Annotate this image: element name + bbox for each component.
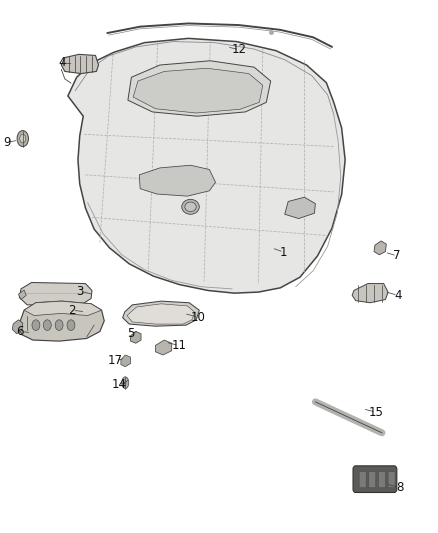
Text: 12: 12: [232, 43, 247, 56]
Ellipse shape: [43, 320, 51, 330]
Text: 3: 3: [77, 285, 84, 297]
Polygon shape: [18, 301, 104, 341]
Text: 17: 17: [108, 354, 123, 367]
FancyBboxPatch shape: [359, 472, 366, 488]
Text: 1: 1: [280, 246, 288, 259]
Polygon shape: [12, 320, 23, 334]
Polygon shape: [352, 284, 388, 303]
Text: 6: 6: [16, 325, 24, 338]
Ellipse shape: [122, 377, 129, 389]
Ellipse shape: [182, 199, 199, 214]
Text: 14: 14: [112, 378, 127, 391]
Polygon shape: [18, 290, 26, 300]
Ellipse shape: [185, 202, 196, 212]
FancyBboxPatch shape: [388, 472, 395, 488]
Polygon shape: [285, 197, 315, 219]
FancyBboxPatch shape: [353, 466, 397, 492]
Text: 9: 9: [3, 136, 11, 149]
Polygon shape: [128, 61, 271, 116]
Text: 5: 5: [127, 327, 134, 340]
Polygon shape: [68, 38, 345, 293]
Text: 15: 15: [368, 406, 383, 418]
FancyBboxPatch shape: [378, 472, 385, 488]
Ellipse shape: [32, 320, 40, 330]
Text: 2: 2: [68, 304, 76, 317]
Text: 7: 7: [393, 249, 401, 262]
Ellipse shape: [67, 320, 75, 330]
Polygon shape: [133, 68, 263, 113]
Ellipse shape: [20, 134, 26, 143]
Text: 4: 4: [58, 56, 66, 69]
Polygon shape: [139, 165, 215, 196]
Polygon shape: [123, 301, 199, 326]
Ellipse shape: [55, 320, 63, 330]
FancyBboxPatch shape: [369, 472, 376, 488]
Text: 10: 10: [191, 311, 205, 324]
Polygon shape: [121, 355, 131, 367]
Polygon shape: [24, 301, 102, 316]
Ellipse shape: [17, 131, 28, 147]
Polygon shape: [19, 282, 92, 305]
Text: 11: 11: [171, 339, 186, 352]
Polygon shape: [155, 340, 172, 355]
Polygon shape: [127, 304, 195, 324]
Polygon shape: [131, 332, 141, 343]
Text: 8: 8: [396, 481, 403, 494]
Polygon shape: [61, 54, 99, 74]
Text: 4: 4: [394, 289, 402, 302]
Polygon shape: [374, 241, 386, 255]
